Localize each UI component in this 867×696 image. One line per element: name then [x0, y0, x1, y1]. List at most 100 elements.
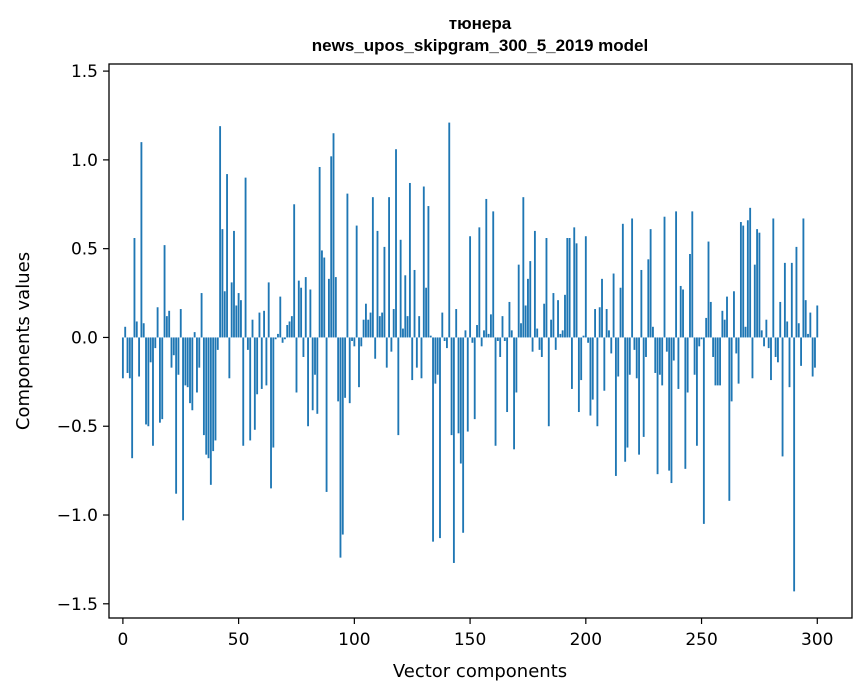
x-axis-label: Vector components [393, 661, 567, 682]
bar [226, 174, 228, 338]
bar [353, 337, 356, 347]
bar [598, 307, 601, 338]
bar [156, 307, 159, 338]
bar [756, 229, 759, 338]
bar [777, 337, 779, 363]
bar [388, 197, 390, 338]
bar [522, 197, 525, 338]
bar [242, 337, 245, 446]
bar [325, 337, 328, 492]
bar [420, 337, 423, 379]
bar [587, 337, 590, 343]
bar [300, 287, 303, 338]
bar [642, 337, 645, 437]
bar [455, 309, 458, 338]
bar [297, 280, 300, 338]
bar [527, 278, 529, 338]
bar [702, 337, 705, 524]
bar [529, 261, 532, 338]
bar [684, 337, 687, 469]
bar [138, 337, 141, 377]
bar [658, 337, 661, 375]
bar [404, 275, 407, 338]
bar [672, 337, 675, 361]
bar [707, 241, 710, 338]
bar [212, 337, 215, 452]
bar [663, 216, 666, 338]
bar [804, 300, 807, 338]
bar [448, 122, 451, 338]
bar [429, 335, 432, 338]
bar [487, 333, 490, 338]
bar [584, 236, 587, 338]
bar [198, 337, 201, 368]
bar [608, 330, 610, 338]
bar [281, 337, 284, 343]
bar [601, 278, 603, 338]
bar [809, 312, 812, 338]
bar [489, 314, 492, 338]
bar [339, 337, 342, 558]
bar [612, 273, 615, 338]
bar [503, 337, 506, 341]
bar [714, 337, 717, 386]
bar [186, 337, 189, 388]
bar [244, 177, 247, 338]
bar [693, 337, 696, 375]
bar [209, 337, 212, 485]
bar [566, 238, 569, 338]
bar [121, 337, 124, 379]
bar [175, 337, 178, 494]
bar [728, 337, 731, 501]
bar [327, 278, 330, 338]
y-tick-label: 0.0 [71, 328, 98, 348]
bar [647, 259, 650, 338]
bar [214, 337, 217, 441]
x-tick-label: 150 [454, 630, 486, 650]
bar [295, 337, 298, 393]
bar [478, 227, 481, 338]
bar [233, 230, 235, 338]
bar [814, 337, 816, 368]
bar [770, 337, 772, 381]
bar [462, 337, 465, 533]
bar [538, 337, 541, 350]
bar [626, 337, 629, 448]
bar [774, 337, 777, 357]
bar [258, 312, 261, 338]
bar [807, 333, 809, 338]
bar [235, 305, 238, 338]
bar [402, 328, 404, 338]
x-tick-label: 0 [117, 630, 128, 650]
bar [635, 337, 638, 379]
bar [152, 337, 154, 446]
bar [719, 337, 721, 386]
bar [452, 337, 455, 563]
bar [786, 321, 789, 338]
bar [311, 337, 314, 411]
bar [550, 319, 553, 338]
bar [617, 337, 620, 377]
bar [355, 225, 358, 338]
bar [508, 301, 511, 338]
bar [170, 337, 173, 368]
bar [216, 337, 219, 350]
bar [351, 337, 353, 341]
y-axis-ticks: 1.5 1.0 0.5 0.0 −0.5 −1.0 −1.5 [57, 62, 109, 615]
bar [147, 337, 150, 427]
bar [457, 337, 460, 434]
bar [571, 337, 573, 389]
bar [695, 337, 698, 446]
bar [753, 264, 756, 338]
bar [735, 337, 738, 354]
bar [573, 227, 576, 338]
bar [751, 337, 754, 379]
bar [221, 229, 224, 338]
x-tick-label: 100 [338, 630, 370, 650]
bar [422, 186, 425, 338]
bar [716, 337, 719, 386]
bar [575, 243, 578, 338]
bar [207, 337, 210, 459]
bar [733, 291, 735, 338]
bar [501, 316, 504, 338]
